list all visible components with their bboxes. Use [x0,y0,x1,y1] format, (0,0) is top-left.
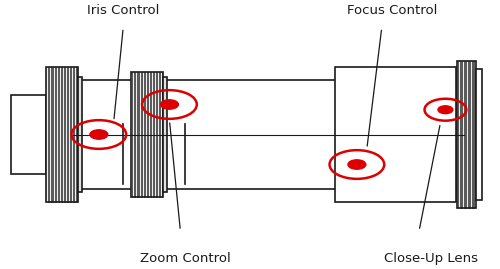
Bar [12,95,46,174]
Bar [78,77,82,192]
Text: Iris Control: Iris Control [87,4,160,17]
Bar [457,61,475,208]
Text: Zoom Control: Zoom Control [140,252,230,265]
Circle shape [348,160,366,169]
Bar [71,80,464,189]
Bar [130,72,163,197]
Circle shape [438,106,453,114]
Bar [334,67,456,202]
Text: Close-Up Lens: Close-Up Lens [384,252,478,265]
Bar [476,69,482,200]
Text: Focus Control: Focus Control [346,4,437,17]
Circle shape [160,100,178,109]
Circle shape [90,130,108,139]
Bar [163,77,167,192]
Bar [46,67,78,202]
